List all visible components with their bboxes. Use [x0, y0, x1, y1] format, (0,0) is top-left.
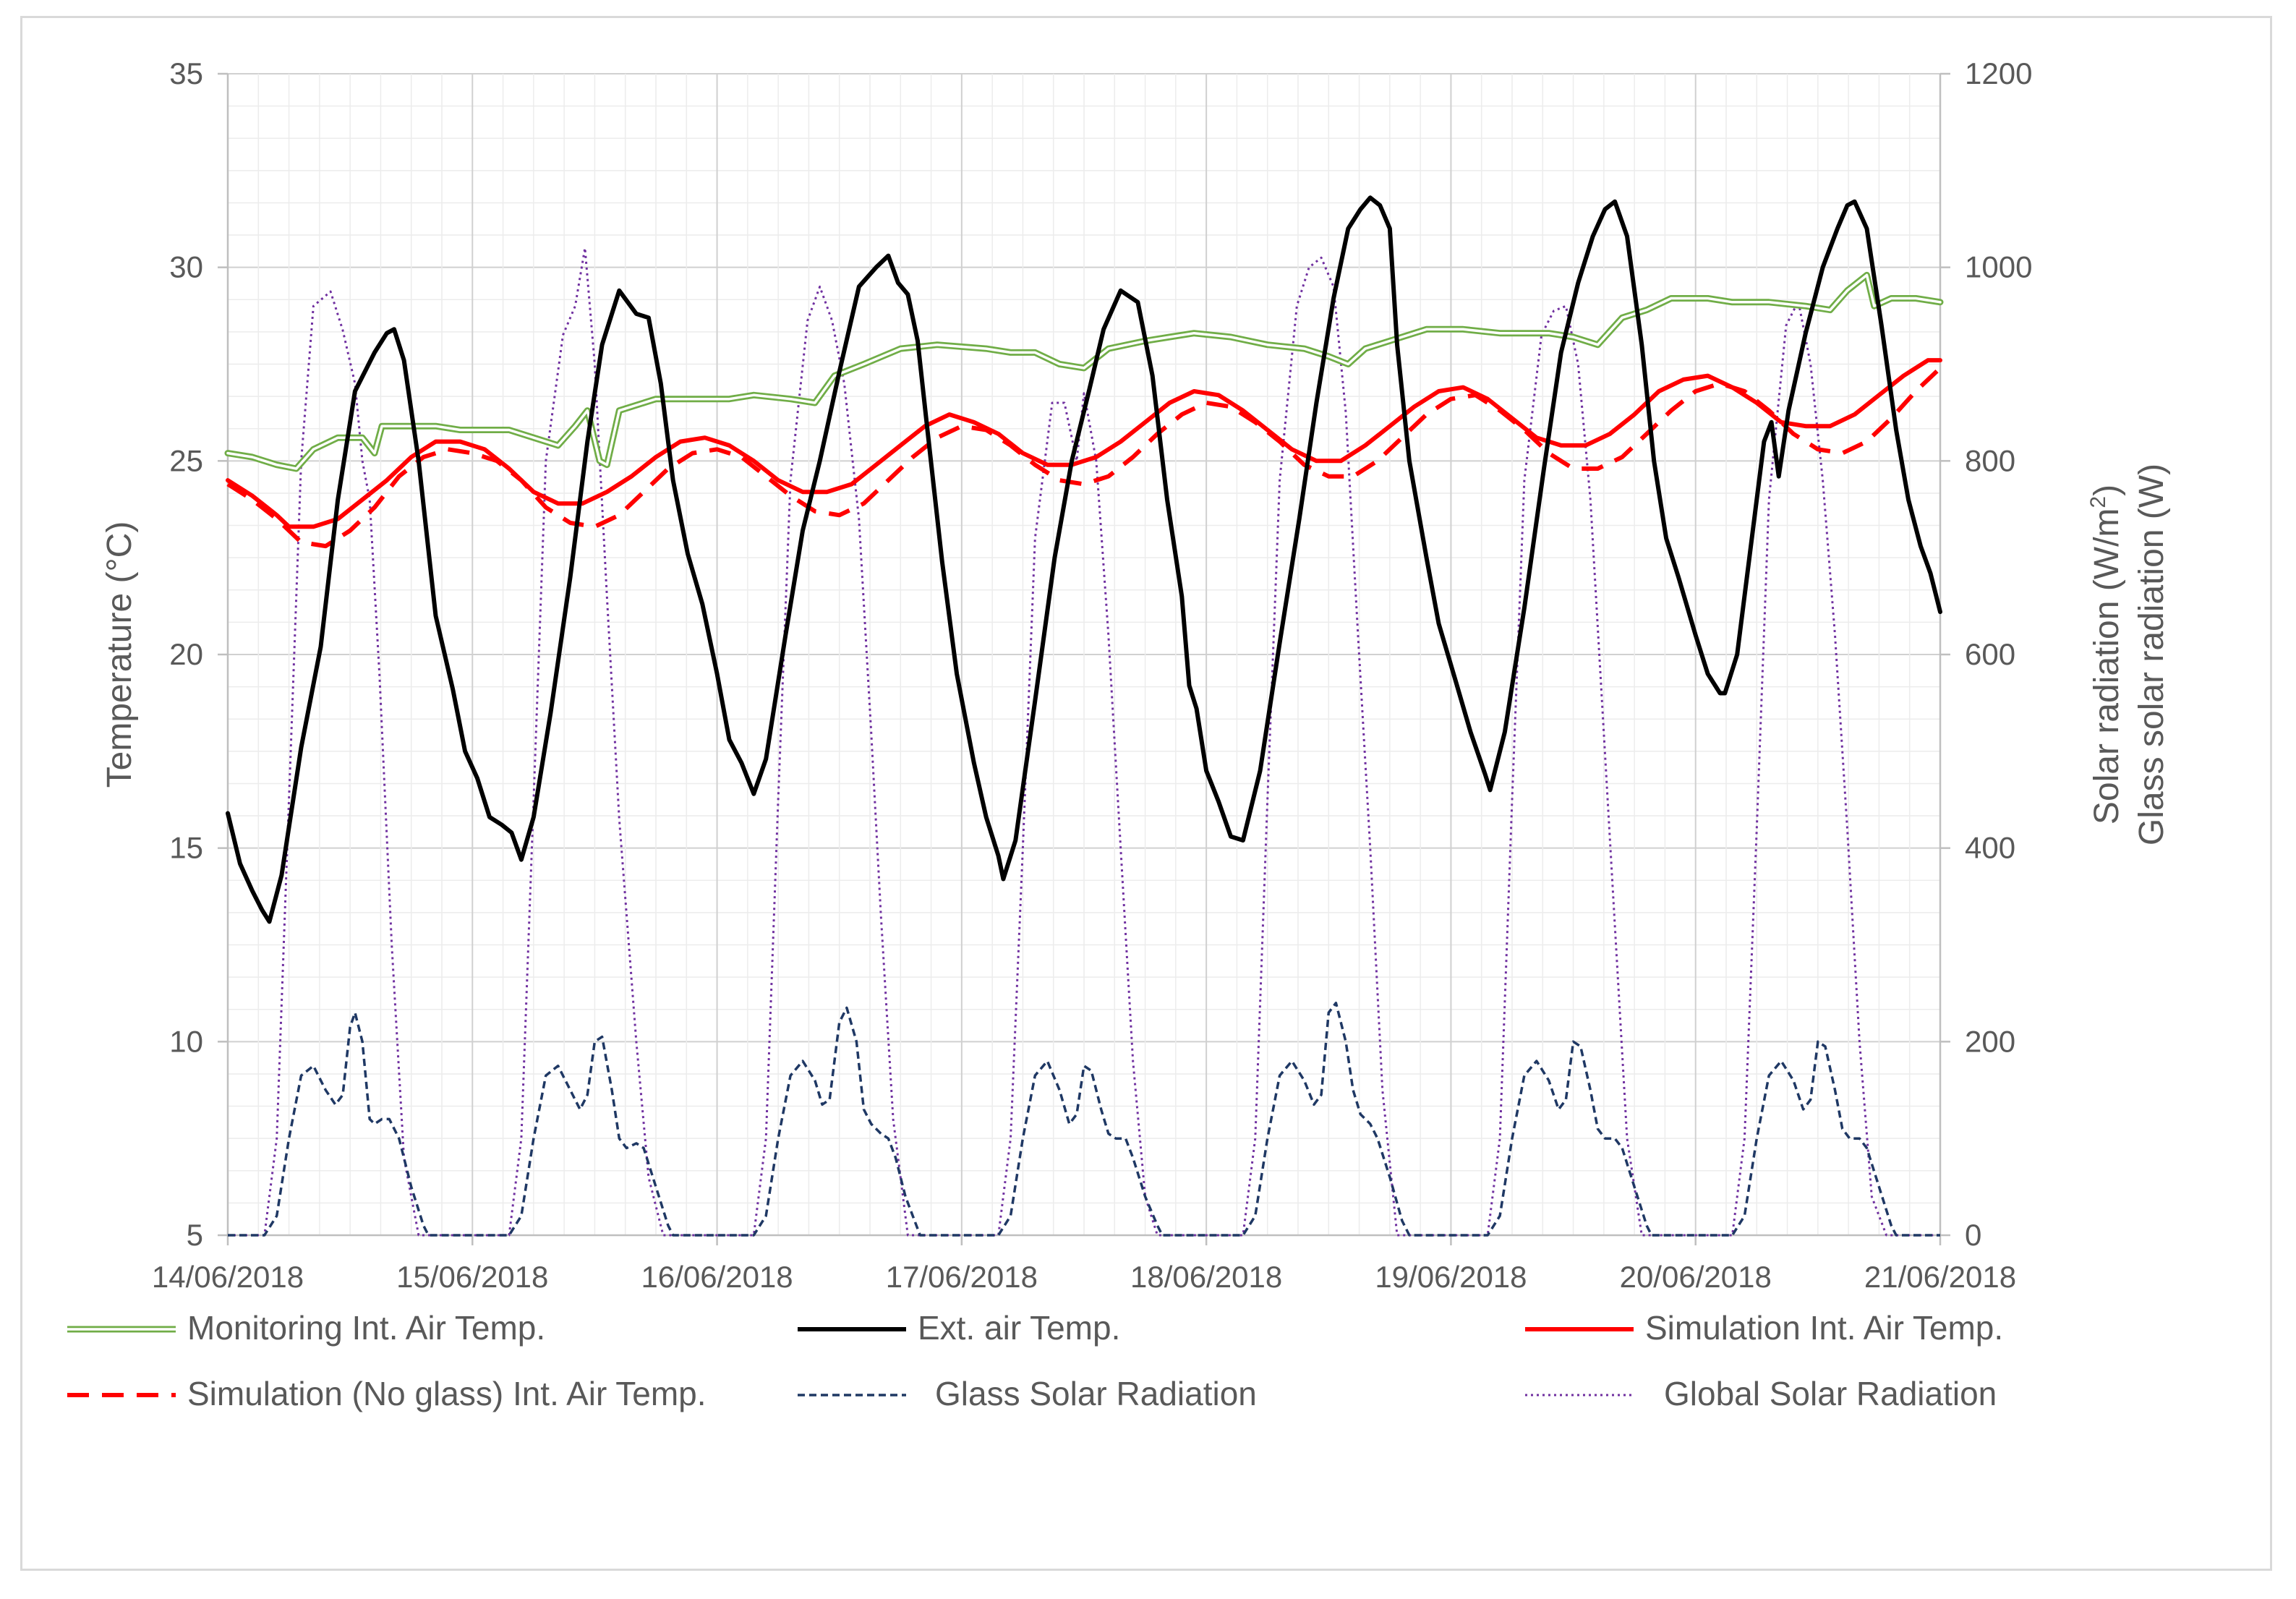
legend-monitoring-int-air-temp-label: Monitoring Int. Air Temp. — [187, 1309, 545, 1347]
left-axis-tick-label: 35 — [169, 56, 203, 90]
series-global-solar-radiation-line — [228, 247, 1940, 1237]
legend-simulation-int-air-temp: Simulation Int. Air Temp. — [1525, 1309, 2003, 1347]
right-axis-tick-label: 1000 — [1965, 250, 2032, 284]
left-axis-tick-labels: 5 10 15 20 25 30 35 — [169, 56, 203, 1252]
x-axis-tick-labels: 14/06/2018 15/06/2018 16/06/2018 17/06/2018… — [152, 1260, 2016, 1294]
left-axis-tick-label: 25 — [169, 443, 203, 477]
right-axis-tick-label: 800 — [1965, 443, 2015, 477]
right-axis-tick-label: 200 — [1965, 1024, 2015, 1058]
legend-glass-solar-radiation-label: Glass Solar Radiation — [935, 1375, 1257, 1412]
chart-frame: 5 10 15 20 25 30 35 0 200 400 600 800 1000 1200 14/0… — [20, 16, 2272, 1571]
right-axis-title-main: Solar radiation (W/m — [2088, 508, 2126, 824]
x-axis-tick-label: 20/06/2018 — [1620, 1260, 1772, 1294]
right-axis-title-superscript: 2 — [2086, 496, 2110, 508]
legend-ext-air-temp-label: Ext. air Temp. — [918, 1309, 1120, 1347]
x-axis-tick-label: 19/06/2018 — [1375, 1260, 1527, 1294]
legend-glass-solar-radiation: Glass Solar Radiation — [798, 1375, 1257, 1412]
series-layer — [224, 195, 1944, 1237]
left-axis-tick-label: 30 — [169, 250, 203, 284]
right-axis-tick-label: 1200 — [1965, 56, 2032, 90]
legend-ext-air-temp: Ext. air Temp. — [798, 1309, 1120, 1347]
left-axis-title: Temperature (°C) — [101, 521, 139, 788]
chart-svg: 5 10 15 20 25 30 35 0 200 400 600 800 1000 1200 14/0… — [67, 56, 2171, 1412]
left-axis-tick-label: 5 — [187, 1218, 203, 1252]
left-axis-tick-label: 20 — [169, 637, 203, 671]
legend-monitoring-int-air-temp: Monitoring Int. Air Temp. — [67, 1309, 545, 1347]
series-ext-air-temp-line — [226, 195, 1942, 924]
x-axis-tick-label: 18/06/2018 — [1130, 1260, 1282, 1294]
x-axis-tick-label: 14/06/2018 — [152, 1260, 304, 1294]
legend-global-solar-radiation-label: Global Solar Radiation — [1664, 1375, 1997, 1412]
right-axis-tick-label: 0 — [1965, 1218, 1981, 1252]
axes-layer — [218, 72, 1950, 1245]
left-axis-tick-label: 15 — [169, 831, 203, 865]
right-axis-title-close: ) — [2088, 485, 2126, 496]
legend: Monitoring Int. Air Temp. Ext. air Temp. S… — [67, 1309, 2003, 1412]
legend-simulation-no-glass-int-air-temp-label: Simulation (No glass) Int. Air Temp. — [187, 1375, 707, 1412]
right-axis-title-line1: Solar radiation (W/m2) — [2086, 485, 2126, 824]
x-axis-tick-label: 16/06/2018 — [641, 1260, 793, 1294]
legend-simulation-int-air-temp-label: Simulation Int. Air Temp. — [1645, 1309, 2003, 1347]
series-monitoring-int-air-temp-inner — [226, 273, 1942, 470]
right-axis-tick-labels: 0 200 400 600 800 1000 1200 — [1965, 56, 2032, 1252]
x-axis-tick-label: 15/06/2018 — [396, 1260, 548, 1294]
series-simulation-int-air-temp-line — [226, 358, 1942, 529]
right-axis-tick-label: 600 — [1965, 637, 2015, 671]
left-axis-tick-label: 10 — [169, 1024, 203, 1058]
x-axis-tick-label: 17/06/2018 — [886, 1260, 1038, 1294]
series-glass-solar-radiation-line — [228, 1002, 1940, 1237]
legend-simulation-no-glass-int-air-temp: Simulation (No glass) Int. Air Temp. — [67, 1375, 707, 1412]
right-axis-tick-label: 400 — [1965, 831, 2015, 865]
right-axis-title-line2: Glass solar radiation (W) — [2133, 464, 2171, 845]
x-axis-tick-label: 21/06/2018 — [1864, 1260, 2016, 1294]
legend-global-solar-radiation: Global Solar Radiation — [1525, 1375, 1997, 1412]
